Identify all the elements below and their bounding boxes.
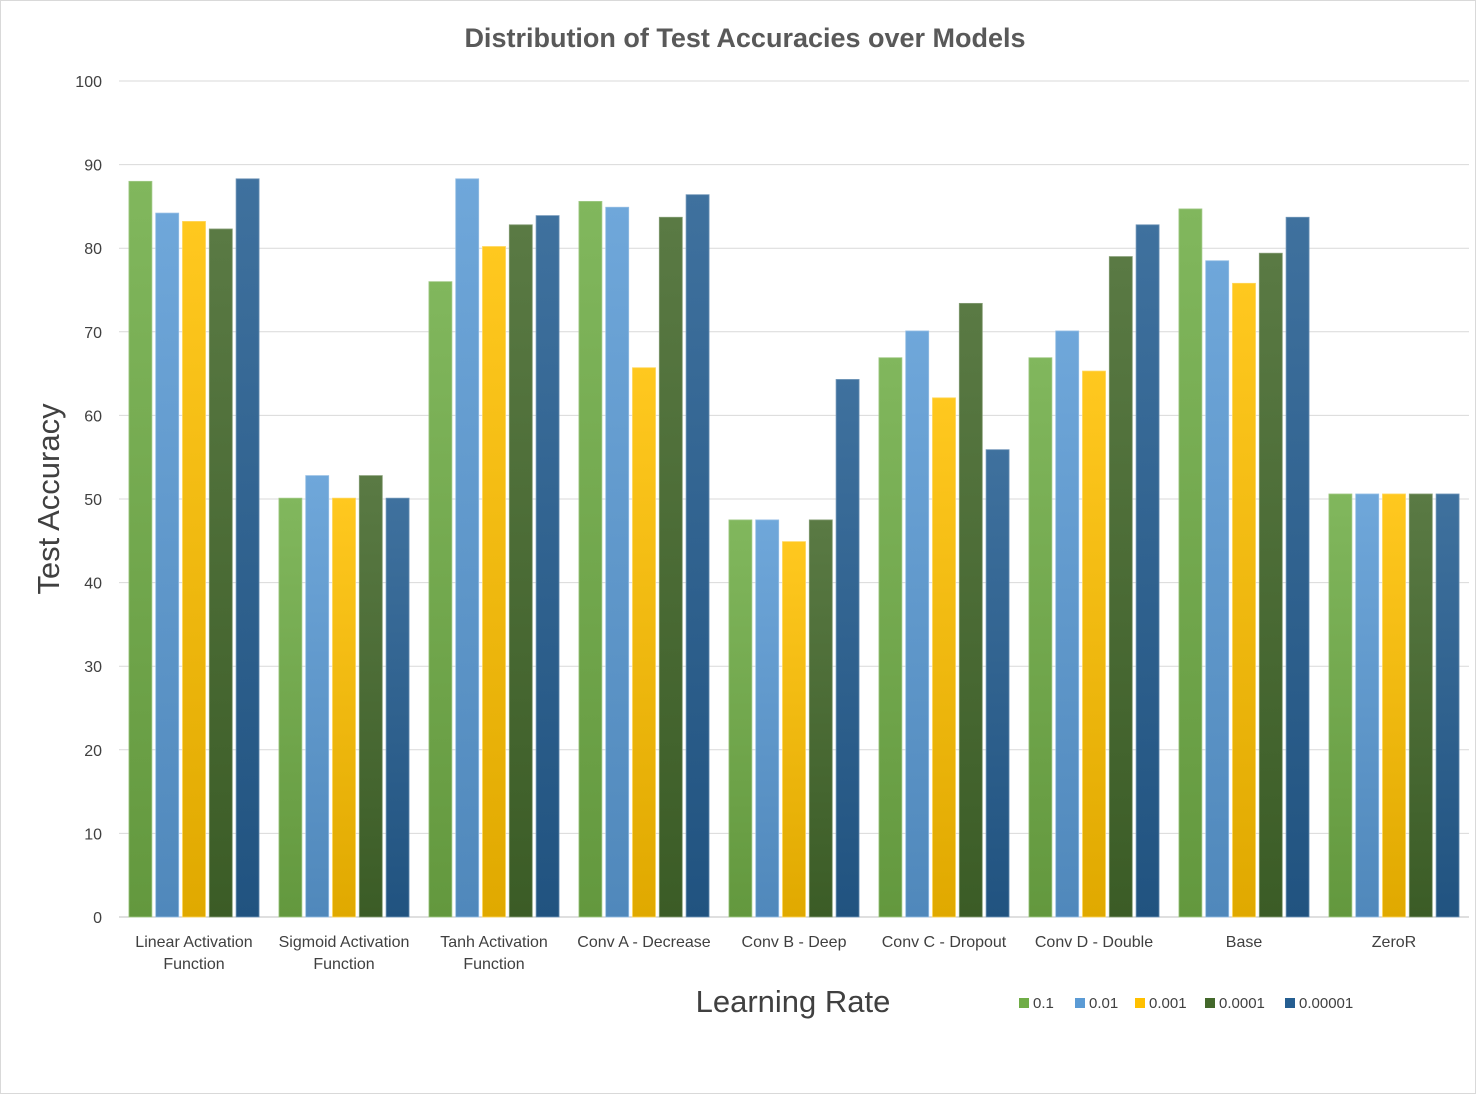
y-tick-label: 70 bbox=[84, 325, 102, 342]
x-tick-label: Tanh Activation Function bbox=[440, 934, 548, 973]
legend-swatch bbox=[1075, 998, 1085, 1008]
bar-group bbox=[728, 379, 860, 918]
bar bbox=[155, 212, 180, 918]
bar-group bbox=[428, 178, 560, 918]
x-tick-label: Linear Activation Function bbox=[135, 934, 252, 973]
bar bbox=[1355, 493, 1380, 918]
bar bbox=[578, 200, 603, 918]
chart-title: Distribution of Test Accuracies over Mod… bbox=[464, 23, 1025, 53]
legend-item: 0.00001 bbox=[1285, 995, 1353, 1012]
bar bbox=[835, 379, 860, 918]
bar bbox=[958, 302, 983, 918]
legend-label: 0.001 bbox=[1149, 995, 1187, 1012]
legend-label: 0.01 bbox=[1089, 995, 1118, 1012]
bar bbox=[1108, 256, 1133, 918]
legend-swatch bbox=[1135, 998, 1145, 1008]
bar bbox=[1382, 493, 1406, 918]
legend-item: 0.0001 bbox=[1205, 995, 1265, 1012]
bar bbox=[235, 178, 260, 918]
y-tick-label: 10 bbox=[84, 826, 102, 843]
bar bbox=[685, 194, 710, 918]
bar bbox=[278, 497, 303, 918]
bar bbox=[1232, 282, 1256, 918]
bar bbox=[182, 221, 206, 918]
bar bbox=[305, 475, 330, 918]
x-tick-label: Conv C - Dropout bbox=[882, 934, 1007, 951]
y-tick-label: 20 bbox=[84, 743, 102, 760]
bar bbox=[385, 497, 410, 918]
bars bbox=[128, 178, 1460, 918]
x-axis-title: Learning Rate bbox=[696, 984, 891, 1019]
bar bbox=[535, 215, 560, 918]
y-tick-label: 60 bbox=[84, 408, 102, 425]
bar bbox=[1135, 224, 1160, 918]
x-tick-label: Conv A - Decrease bbox=[577, 934, 711, 951]
legend-swatch bbox=[1285, 998, 1295, 1008]
bar bbox=[455, 178, 480, 918]
legend-item: 0.1 bbox=[1019, 995, 1054, 1012]
x-tick-label: Conv B - Deep bbox=[742, 934, 847, 951]
bar bbox=[1178, 208, 1203, 918]
bar bbox=[332, 497, 356, 918]
legend: 0.1 0.01 0.001 0.0001 0.00001 bbox=[1019, 995, 1353, 1012]
legend-item: 0.001 bbox=[1135, 995, 1187, 1012]
bar bbox=[1408, 493, 1433, 918]
bar bbox=[1028, 357, 1053, 918]
bar-group bbox=[1178, 208, 1310, 918]
legend-swatch bbox=[1205, 998, 1215, 1008]
bar bbox=[1328, 493, 1353, 918]
bar bbox=[428, 281, 453, 918]
y-tick-label: 30 bbox=[84, 659, 102, 676]
bar bbox=[658, 216, 683, 918]
y-axis-title: Test Accuracy bbox=[31, 403, 66, 595]
bar-group bbox=[1028, 224, 1160, 918]
x-axis-categories: Linear Activation Function Sigmoid Activat… bbox=[135, 934, 1416, 973]
bar bbox=[508, 224, 533, 918]
bar bbox=[985, 449, 1010, 918]
bar bbox=[1055, 330, 1080, 918]
y-tick-label: 90 bbox=[84, 158, 102, 175]
legend-label: 0.1 bbox=[1033, 995, 1054, 1012]
bar-group bbox=[578, 194, 710, 918]
bar bbox=[482, 246, 506, 918]
bar bbox=[905, 330, 930, 918]
x-tick-label: Base bbox=[1226, 934, 1263, 951]
bar-group bbox=[878, 302, 1010, 918]
bar bbox=[128, 180, 153, 918]
y-tick-label: 100 bbox=[75, 74, 102, 91]
bar bbox=[878, 357, 903, 918]
bar-group bbox=[128, 178, 260, 918]
bar bbox=[728, 519, 753, 918]
x-tick-label: Sigmoid Activation Function bbox=[279, 934, 410, 973]
bar bbox=[208, 228, 233, 918]
x-tick-label: ZeroR bbox=[1372, 934, 1416, 951]
legend-item: 0.01 bbox=[1075, 995, 1118, 1012]
bar bbox=[1082, 370, 1106, 918]
bar-group bbox=[278, 475, 410, 918]
legend-swatch bbox=[1019, 998, 1029, 1008]
y-tick-label: 0 bbox=[93, 910, 102, 927]
bar bbox=[358, 475, 383, 918]
legend-label: 0.00001 bbox=[1299, 995, 1353, 1012]
bar bbox=[1205, 260, 1230, 918]
bar bbox=[932, 397, 956, 918]
y-tick-label: 50 bbox=[84, 492, 102, 509]
bar bbox=[1258, 252, 1283, 918]
bar bbox=[808, 519, 833, 918]
y-tick-label: 80 bbox=[84, 241, 102, 258]
bar bbox=[755, 519, 780, 918]
bar bbox=[1435, 493, 1460, 918]
bar bbox=[605, 206, 630, 918]
bar bbox=[632, 367, 656, 918]
bar bbox=[782, 541, 806, 918]
legend-label: 0.0001 bbox=[1219, 995, 1265, 1012]
y-tick-label: 40 bbox=[84, 576, 102, 593]
bar bbox=[1285, 216, 1310, 918]
bar-group bbox=[1328, 493, 1460, 918]
x-tick-label: Conv D - Double bbox=[1035, 934, 1153, 951]
y-axis-ticks: 0 10 20 30 40 50 60 70 80 90 100 bbox=[75, 74, 102, 927]
